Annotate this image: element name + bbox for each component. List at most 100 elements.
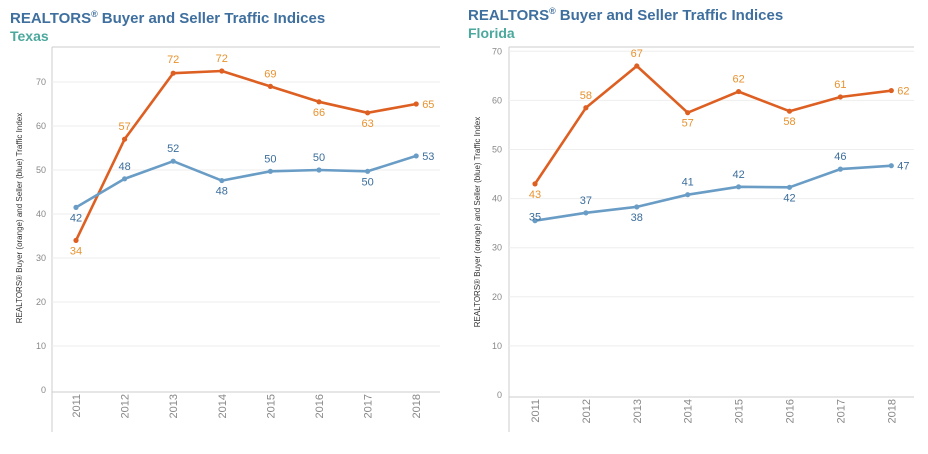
y-tick-label: 0 [41,385,46,395]
buyer-series-line [74,69,418,242]
seller-data-label: 47 [897,161,909,173]
seller-data-point [532,218,538,224]
y-tick-label: 30 [36,253,46,263]
buyer-data-point [122,136,128,142]
florida-line-chart: 0 10 20 30 40 50 60 70 REALTORS® Buyer (orange) … [473,46,914,432]
buyer-data-point [73,237,79,243]
x-tick-label: 2012 [581,399,593,423]
seller-data-label: 37 [580,195,592,207]
seller-data-point [888,163,894,169]
x-tick-label: 2017 [363,394,375,418]
x-tick-label: 2013 [632,399,644,423]
buyer-data-point [634,63,640,69]
seller-data-label: 38 [631,212,643,224]
seller-data-label: 52 [167,143,179,155]
buyer-data-point [685,110,691,116]
seller-data-point [219,177,225,184]
y-tick-label: 70 [492,46,502,56]
x-tick-label: 2016 [314,394,326,418]
buyer-data-label: 67 [631,48,643,60]
buyer-data-point [267,83,273,89]
florida-chart-panel: REALTORS® Buyer and Seller Traffic Indice… [458,0,928,454]
seller-data-point [267,168,273,174]
seller-data-label: 53 [422,151,434,163]
buyer-data-label: 62 [897,86,909,98]
seller-data-label: 50 [361,176,373,188]
seller-data-point [837,166,843,172]
buyer-data-label: 66 [313,107,325,119]
y-tick-label: 0 [497,390,502,400]
x-tick-label: 2011 [530,399,542,423]
texas-chart-panel: REALTORS® Buyer and Seller Traffic Indice… [0,0,452,454]
buyer-data-point [413,101,419,107]
seller-data-point [122,176,128,182]
chart-title: REALTORS® Buyer and Seller Traffic Indice… [10,9,326,27]
seller-data-point [583,210,589,216]
buyer-data-label: 34 [70,245,82,257]
seller-data-label: 46 [834,151,846,163]
x-tick-label: 2014 [217,394,229,418]
buyer-data-label: 72 [216,53,228,65]
texas-line-chart: 0 10 20 30 40 50 60 70 REALTORS® Buyer (orange) … [15,46,440,432]
buyer-data-label: 62 [732,74,744,86]
y-tick-label: 20 [36,297,46,307]
buyer-data-label: 58 [580,90,592,102]
chart-subtitle: Texas [10,28,49,44]
x-tick-label: 2012 [120,394,132,418]
seller-series-line [74,154,418,209]
y-tick-label: 10 [36,341,46,351]
x-tick-label: 2018 [411,394,423,418]
x-tick-label: 2011 [71,394,83,418]
chart-subtitle: Florida [468,25,515,41]
buyer-data-label: 58 [783,116,795,128]
buyer-data-label: 43 [529,189,541,201]
buyer-data-point [170,70,176,76]
x-tick-label: 2013 [168,394,180,418]
seller-data-label: 50 [264,153,276,165]
buyer-data-label: 69 [264,68,276,80]
y-tick-label: 50 [36,165,46,175]
chart-title: REALTORS® Buyer and Seller Traffic Indice… [468,6,784,24]
buyer-data-point [837,94,843,100]
x-tick-label: 2018 [886,399,898,423]
y-tick-label: 60 [36,121,46,131]
seller-data-label: 42 [732,169,744,181]
buyer-data-point [532,181,538,187]
x-tick-label: 2016 [785,399,797,423]
seller-data-point [634,204,640,210]
y-tick-label: 40 [36,209,46,219]
seller-data-label: 48 [118,161,130,173]
buyer-data-label: 57 [682,118,694,130]
seller-data-label: 50 [313,152,325,164]
seller-data-label: 35 [529,212,541,224]
buyer-data-label: 61 [834,79,846,91]
seller-data-point [685,192,691,198]
x-tick-label: 2015 [734,399,746,423]
y-tick-label: 20 [492,292,502,302]
x-tick-label: 2015 [265,394,277,418]
y-tick-label: 50 [492,145,502,155]
buyer-data-label: 63 [361,118,373,130]
buyer-data-label: 65 [422,99,434,111]
buyer-series-line [533,64,893,186]
seller-data-point [786,184,793,190]
buyer-data-point [888,87,894,94]
seller-data-label: 42 [783,192,795,204]
buyer-data-point [219,68,225,74]
seller-series-line [533,164,893,222]
y-tick-label: 10 [492,341,502,351]
buyer-data-label: 72 [167,54,179,66]
seller-data-point [316,167,322,173]
y-tick-label: 40 [492,194,502,204]
buyer-data-point [365,110,371,116]
seller-data-point [170,158,176,164]
seller-data-point [736,184,742,190]
x-tick-label: 2014 [683,399,695,423]
buyer-data-point [736,88,742,95]
y-tick-label: 60 [492,95,502,105]
buyer-data-point [583,105,589,111]
buyer-data-point [316,99,322,105]
y-tick-label: 30 [492,243,502,253]
seller-data-label: 42 [70,212,82,224]
seller-data-label: 41 [682,177,694,189]
